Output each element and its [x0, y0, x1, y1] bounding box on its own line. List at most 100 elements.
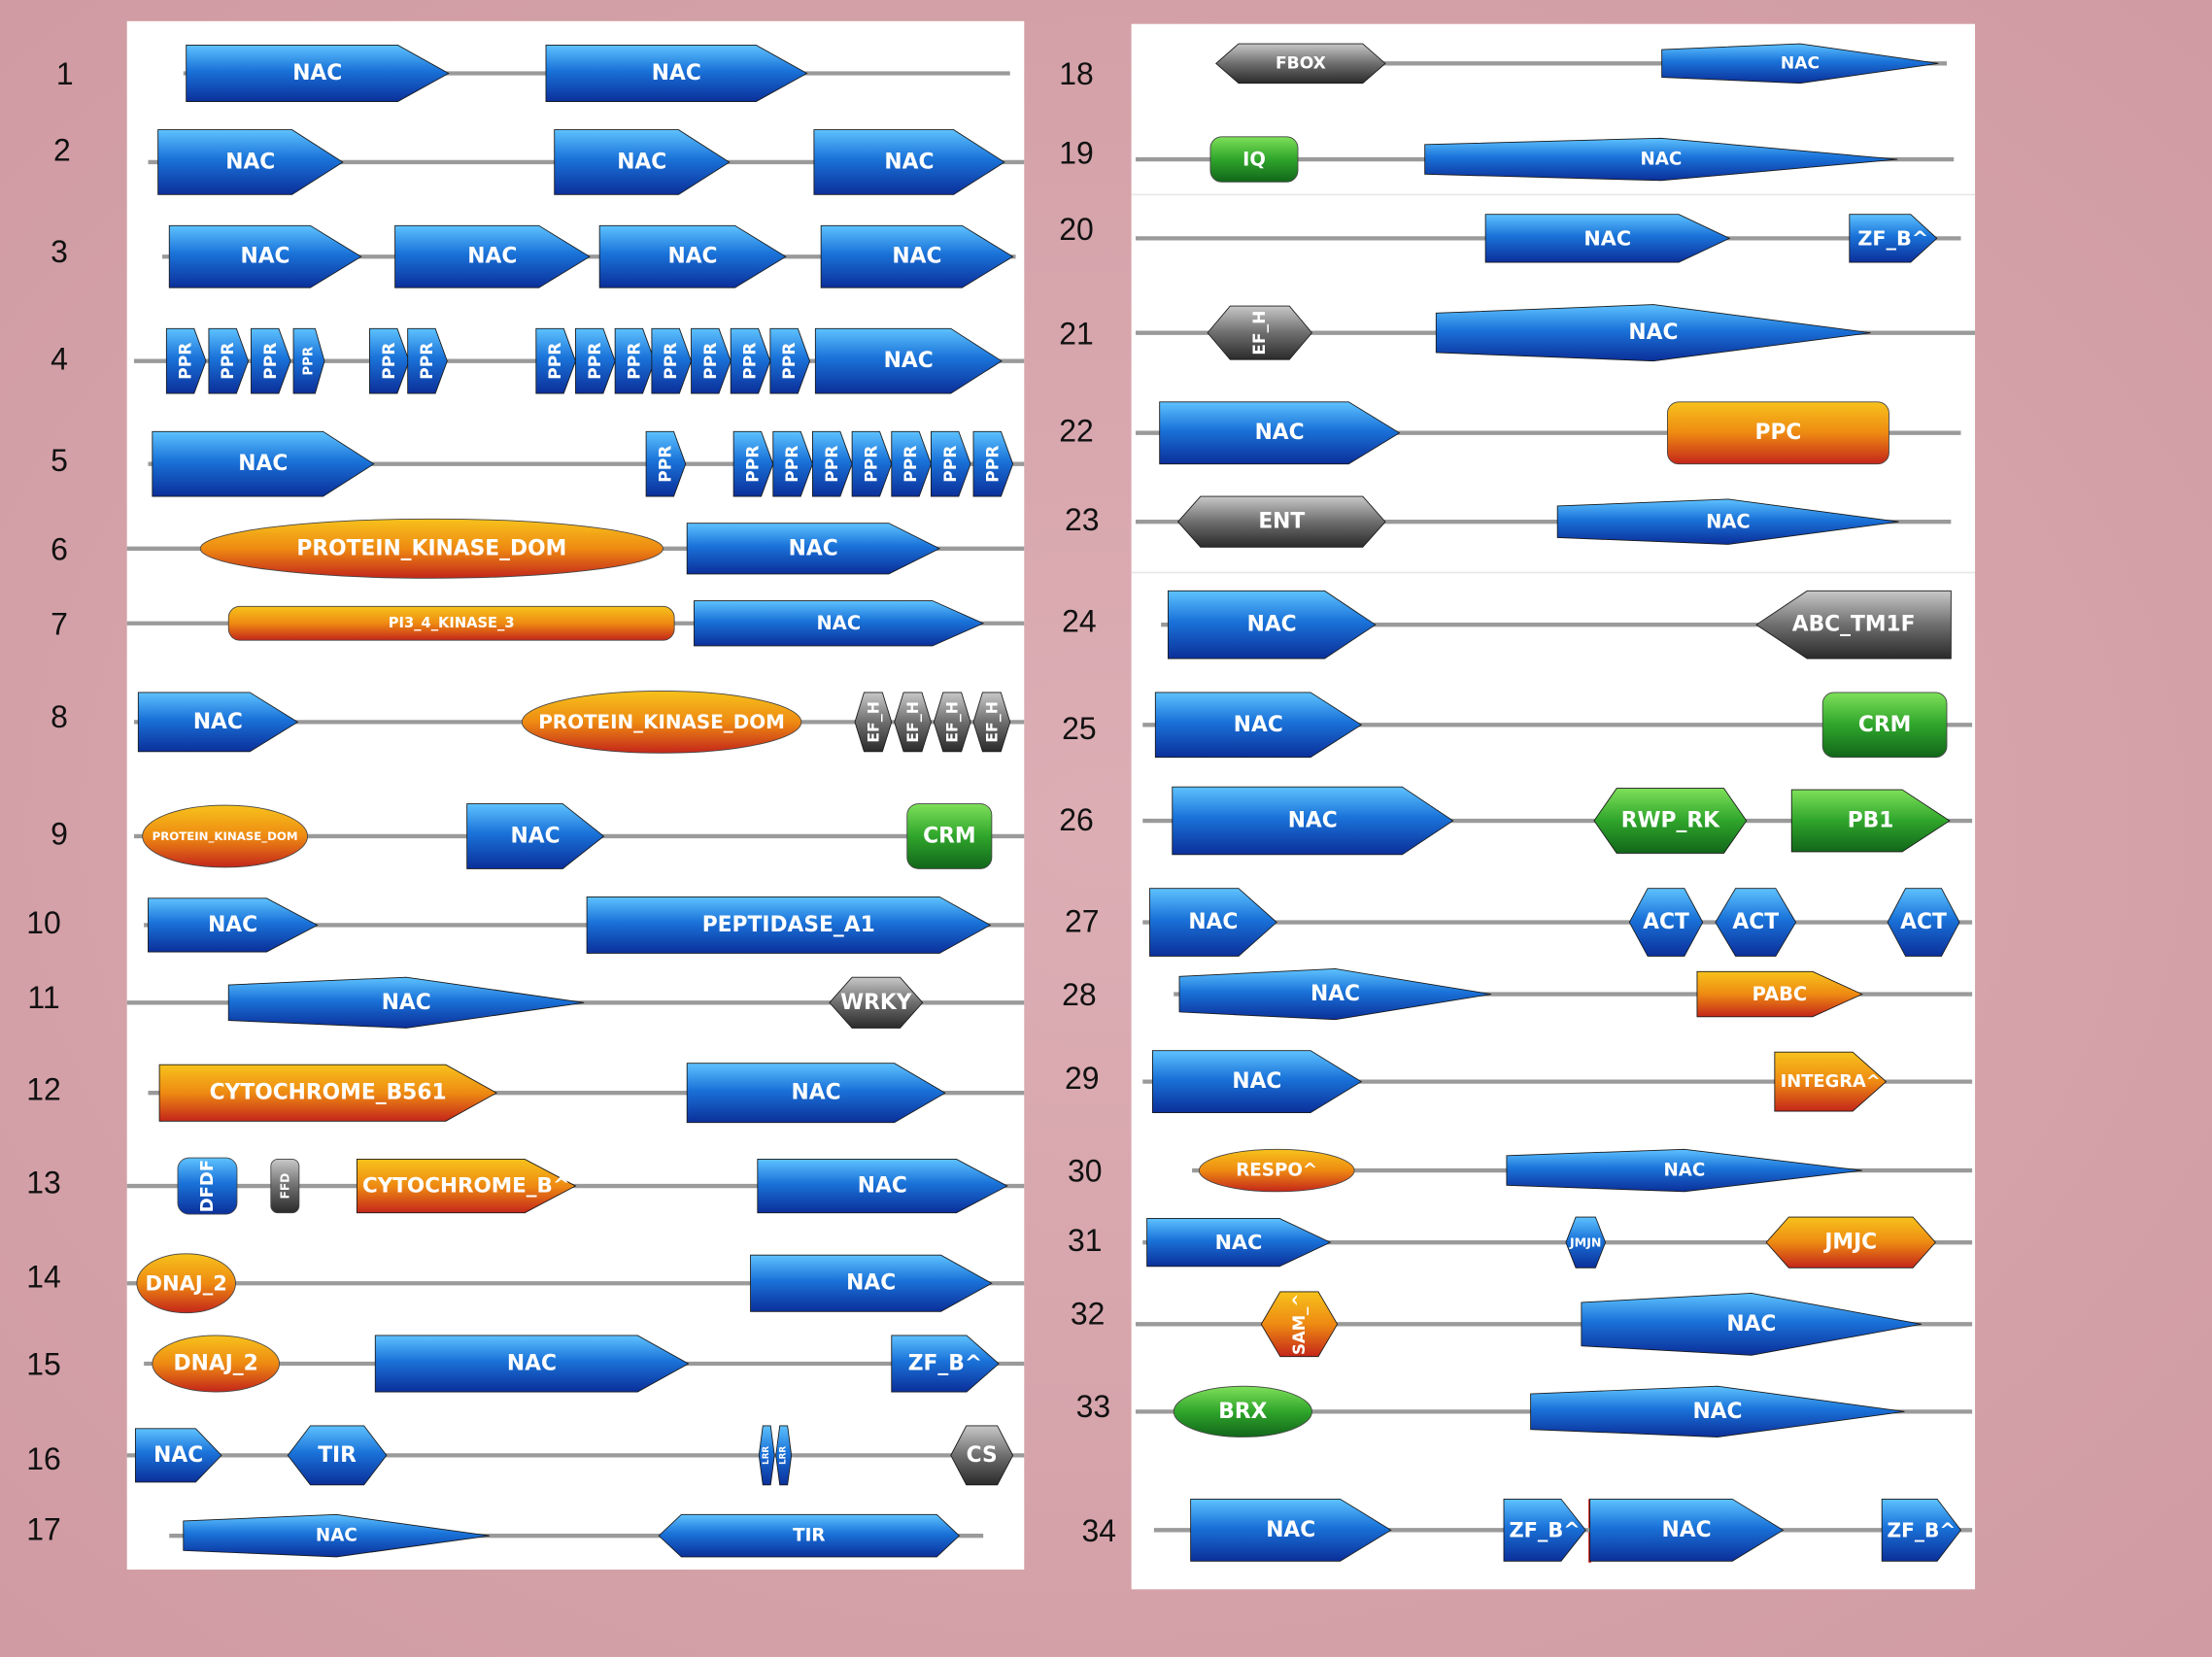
domain-label: NAC	[884, 150, 934, 174]
domain-row: 26 NAC RWP_RK PB1	[1059, 786, 1973, 856]
domain-label: ZF_B^	[1887, 1518, 1956, 1541]
domain-row: 10 NAC PEPTIDASE_A1	[26, 896, 1025, 954]
domain	[1661, 43, 1939, 85]
domain	[1628, 888, 1704, 957]
domain	[1765, 1216, 1936, 1268]
domain	[208, 327, 250, 394]
row-number: 32	[1071, 1296, 1106, 1331]
domain	[854, 692, 893, 753]
domain-row: 8 NAC PROTEIN_KINASE_DOM EF_H EF_H EF_H EF_H	[51, 691, 1025, 754]
domain-label: LRR	[762, 1446, 771, 1465]
domain-label: PPR	[219, 343, 238, 380]
domain-label: CYTOCHROME_B^	[362, 1174, 570, 1199]
domain-label: PPR	[823, 446, 842, 483]
domain	[535, 327, 576, 394]
domain-label: PROTEIN_KINASE_DOM	[296, 536, 566, 560]
domain	[152, 1335, 280, 1393]
domain	[691, 327, 732, 394]
row-number: 34	[1081, 1513, 1116, 1548]
domain	[1151, 1050, 1363, 1113]
domain	[1589, 1498, 1785, 1562]
domain	[1209, 136, 1299, 183]
domain-label: NAC	[1215, 1231, 1263, 1254]
domain	[168, 224, 362, 288]
domain-label: NAC	[884, 349, 934, 373]
row-number: 5	[51, 443, 68, 478]
domain	[694, 600, 985, 647]
domain	[972, 430, 1014, 497]
domain	[134, 1428, 222, 1483]
domain-row: 7 PI3_4_KINASE_3 NAC	[51, 600, 1025, 647]
domain-label: PPR	[625, 343, 644, 380]
domain-label: CRM	[923, 824, 975, 848]
domain-row: 32 SAM_^ NAC	[1071, 1291, 1973, 1358]
domain-label: NAC	[1188, 910, 1238, 934]
domain-row: 1 NAC NAC	[56, 45, 1010, 102]
domain-label: NAC	[507, 1352, 557, 1376]
domain-label: NAC	[1310, 982, 1360, 1006]
domain	[142, 804, 309, 868]
row-number: 31	[1068, 1223, 1103, 1258]
domain	[1159, 401, 1401, 465]
domain-label: DNAJ_2	[145, 1271, 226, 1296]
domain-label: NAC	[382, 991, 431, 1015]
row-number: 17	[26, 1511, 61, 1546]
row-number: 20	[1059, 212, 1094, 247]
domain-label: NAC	[1266, 1518, 1315, 1542]
domain-row: 18 FBOX NAC	[1059, 43, 1947, 91]
domain-label: PPR	[302, 346, 317, 376]
domain-label: NAC	[467, 245, 517, 269]
domain-label: NAC	[1662, 1518, 1712, 1542]
domain-label: NAC	[193, 710, 243, 734]
domain	[812, 430, 853, 497]
row-number: 7	[51, 606, 68, 641]
domain-label: NAC	[667, 245, 717, 269]
row-number: 15	[26, 1347, 61, 1382]
domain-row: 30 RESPO^ NAC	[1068, 1148, 1973, 1193]
domain-label: NAC	[1706, 511, 1751, 533]
domain	[136, 1253, 236, 1314]
domain-label: NAC	[153, 1443, 203, 1468]
domain	[1154, 692, 1363, 759]
domain	[820, 224, 1014, 288]
domain	[545, 45, 808, 102]
domain-label: PI3_4_KINASE_3	[389, 615, 515, 631]
domain	[906, 803, 993, 869]
domain-row: 3 NAC NAC NAC NAC	[51, 224, 1016, 288]
domain-label: NAC	[1232, 1069, 1281, 1094]
row-number: 4	[51, 341, 68, 376]
domain-label: PPR	[656, 446, 675, 483]
domain-row: 14 DNAJ_2 NAC	[26, 1253, 1025, 1314]
domain	[829, 976, 924, 1029]
row-number: 13	[26, 1165, 61, 1200]
domain-label: PPR	[662, 343, 681, 380]
domain-label: SAM_^	[1290, 1294, 1309, 1355]
domain	[645, 430, 687, 497]
domain	[598, 224, 787, 288]
row-number: 16	[26, 1441, 61, 1476]
row-number: 12	[26, 1071, 61, 1106]
domain-label: CS	[967, 1443, 998, 1468]
domain	[1881, 1498, 1962, 1562]
domain	[227, 976, 585, 1029]
domain-label: NAC	[846, 1271, 896, 1296]
row-number: 19	[1059, 135, 1094, 170]
domain	[152, 430, 375, 497]
domain	[157, 129, 344, 195]
domain	[586, 896, 992, 954]
domain-label: NAC	[292, 61, 342, 85]
domain	[251, 327, 291, 394]
domain	[1506, 1148, 1862, 1193]
domain-label: ABC_TM1F	[1792, 613, 1916, 637]
row-number: 24	[1062, 603, 1097, 638]
domain-label: NAC	[1663, 1161, 1705, 1181]
domain-label: EF_H	[864, 701, 882, 743]
domain	[554, 129, 731, 195]
domain	[1207, 305, 1313, 360]
domain	[686, 1063, 946, 1124]
domain	[575, 327, 616, 394]
domain-label: ENT	[1258, 510, 1305, 534]
domain	[769, 327, 811, 394]
domain-label: ZF_B^	[908, 1352, 982, 1376]
domain-label: ACT	[1732, 910, 1779, 934]
